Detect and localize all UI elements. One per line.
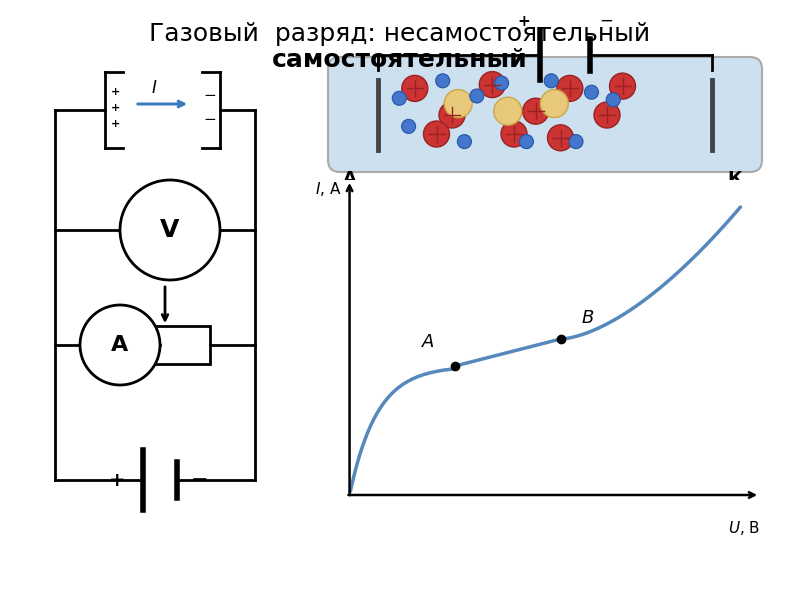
Text: +: +	[110, 119, 120, 129]
Circle shape	[606, 93, 620, 107]
Text: A: A	[111, 335, 129, 355]
Text: $U$, В: $U$, В	[728, 519, 760, 537]
Text: К: К	[727, 170, 742, 188]
Circle shape	[439, 102, 465, 128]
Circle shape	[436, 74, 450, 88]
FancyBboxPatch shape	[328, 57, 762, 172]
Circle shape	[423, 121, 450, 147]
Circle shape	[585, 85, 598, 99]
Circle shape	[610, 73, 635, 99]
Text: $I$, А: $I$, А	[315, 180, 342, 198]
Text: А: А	[343, 170, 357, 188]
Circle shape	[479, 71, 506, 98]
Circle shape	[569, 134, 583, 149]
Circle shape	[458, 134, 471, 149]
Circle shape	[540, 89, 568, 118]
Circle shape	[494, 76, 509, 90]
Circle shape	[494, 97, 522, 125]
Circle shape	[470, 89, 484, 103]
Circle shape	[80, 305, 160, 385]
Circle shape	[444, 89, 472, 118]
Text: $B$: $B$	[582, 309, 594, 327]
Bar	[120, 326, 210, 364]
Text: $I$: $I$	[150, 79, 158, 97]
Circle shape	[402, 76, 428, 101]
Text: +: +	[110, 103, 120, 113]
Circle shape	[402, 119, 416, 133]
Circle shape	[120, 180, 220, 280]
Circle shape	[522, 98, 549, 124]
Circle shape	[544, 74, 558, 88]
Text: +: +	[518, 13, 530, 28]
Text: −: −	[204, 113, 216, 127]
Text: −: −	[191, 470, 209, 490]
Circle shape	[519, 134, 534, 149]
Circle shape	[594, 102, 620, 128]
Text: +: +	[109, 470, 126, 490]
Text: $A$: $A$	[421, 333, 434, 351]
Text: V: V	[160, 218, 180, 242]
Text: +: +	[110, 87, 120, 97]
Circle shape	[392, 91, 406, 105]
Circle shape	[547, 125, 574, 151]
Text: Газовый  разряд: несамостоятельный: Газовый разряд: несамостоятельный	[150, 22, 650, 46]
Text: самостоятельный: самостоятельный	[272, 48, 528, 72]
Circle shape	[501, 121, 527, 147]
Circle shape	[557, 76, 582, 101]
Text: −: −	[599, 12, 613, 30]
Text: −: −	[204, 88, 216, 103]
